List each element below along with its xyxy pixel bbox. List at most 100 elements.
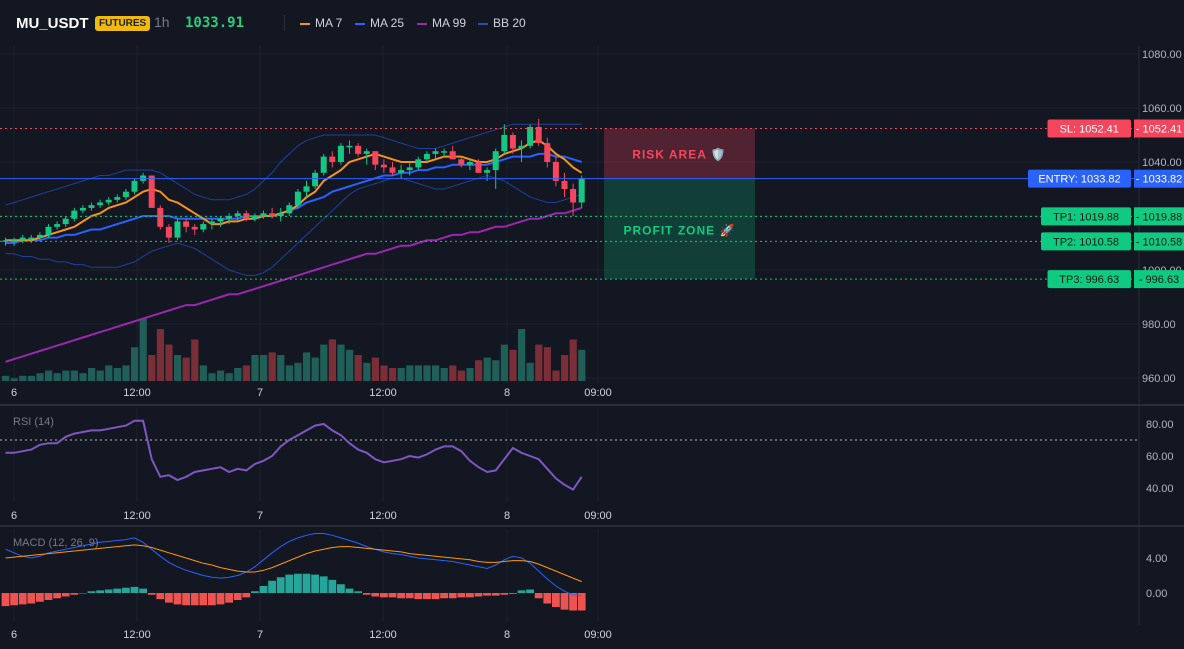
legend-bb20[interactable]: BB 20 — [478, 16, 526, 30]
candle-body[interactable] — [355, 145, 362, 154]
candle-body[interactable] — [544, 143, 551, 162]
time-axis-tick: 12:00 — [123, 387, 151, 399]
macd-histogram-bar — [173, 593, 182, 605]
volume-bar — [79, 373, 87, 381]
candle-body[interactable] — [518, 145, 525, 149]
tp3-level-tag[interactable] — [1047, 270, 1132, 289]
candle-body[interactable] — [105, 199, 112, 203]
candle-body[interactable] — [320, 156, 327, 173]
tp3-price-tag — [1134, 270, 1184, 289]
macd-histogram-bar — [466, 593, 474, 598]
candle-body[interactable] — [174, 221, 181, 238]
macd-histogram-bar — [526, 589, 534, 593]
volume-bar — [535, 344, 543, 381]
candle-body[interactable] — [380, 164, 387, 168]
candle-body[interactable] — [398, 170, 405, 173]
candle-body[interactable] — [432, 151, 439, 154]
candle-body[interactable] — [570, 189, 577, 203]
candle-body[interactable] — [88, 205, 95, 208]
ma99-line — [5, 206, 582, 363]
candle-body[interactable] — [458, 159, 465, 165]
candle-body[interactable] — [217, 218, 224, 222]
candle-body[interactable] — [527, 126, 534, 146]
candle-body[interactable] — [97, 202, 104, 206]
candle-body[interactable] — [28, 237, 35, 240]
candle-body[interactable] — [475, 162, 482, 173]
symbol-name[interactable]: MU_USDT — [16, 15, 89, 32]
candle-body[interactable] — [114, 197, 121, 200]
volume-bar — [569, 339, 577, 381]
candle-body[interactable] — [62, 218, 69, 225]
candle-body[interactable] — [277, 213, 284, 216]
candle-body[interactable] — [449, 151, 456, 160]
candle-body[interactable] — [535, 126, 542, 144]
legend-ma25[interactable]: MA 25 — [355, 16, 404, 30]
candle-body[interactable] — [466, 162, 473, 165]
candle-body[interactable] — [509, 135, 516, 149]
tp2-level-tag[interactable] — [1041, 232, 1131, 251]
candle-body[interactable] — [329, 156, 336, 162]
candle-body[interactable] — [303, 186, 310, 192]
candle-body[interactable] — [415, 159, 422, 168]
legend-ma99[interactable]: MA 99 — [417, 16, 466, 30]
candle-body[interactable] — [122, 191, 129, 198]
candle-body[interactable] — [346, 145, 353, 148]
candle-body[interactable] — [501, 135, 508, 152]
candle-body[interactable] — [286, 205, 293, 214]
candle-body[interactable] — [148, 175, 155, 208]
candle-body[interactable] — [165, 226, 172, 238]
candle-body[interactable] — [11, 240, 18, 242]
volume-bar — [500, 344, 508, 381]
tp1-level-tag[interactable] — [1041, 207, 1131, 226]
sl-level-tag[interactable] — [1047, 119, 1132, 138]
candle-body[interactable] — [492, 151, 499, 171]
volume-bar — [449, 365, 457, 381]
rsi-axis-tick: 60.00 — [1146, 451, 1174, 463]
candle-body[interactable] — [561, 180, 568, 189]
macd-histogram-bar — [165, 593, 173, 603]
candle-body[interactable] — [260, 213, 267, 216]
candle-body[interactable] — [19, 237, 26, 241]
candle-body[interactable] — [441, 151, 448, 153]
sl-level-tag-text: SL: 1052.41 — [1060, 123, 1119, 135]
legend-ma7[interactable]: MA 7 — [300, 16, 342, 30]
macd-histogram-bar — [405, 593, 414, 599]
macd-histogram-bar — [354, 591, 362, 593]
candle-body[interactable] — [251, 216, 258, 219]
interval-selector[interactable]: 1h — [154, 14, 170, 30]
candle-body[interactable] — [337, 145, 344, 162]
candle-body[interactable] — [423, 153, 430, 160]
candle-body[interactable] — [191, 226, 198, 230]
candle-body[interactable] — [79, 207, 86, 211]
candle-body[interactable] — [552, 162, 559, 181]
candle-body[interactable] — [183, 221, 190, 227]
candle-body[interactable] — [294, 191, 301, 206]
candle-body[interactable] — [45, 226, 52, 235]
candle-body[interactable] — [312, 172, 319, 187]
price-axis-tick: 960.00 — [1142, 373, 1176, 385]
candle-body[interactable] — [54, 224, 61, 227]
volume-bar — [363, 362, 371, 381]
volume-bar — [328, 339, 336, 381]
candle-body[interactable] — [578, 178, 585, 203]
candle-body[interactable] — [71, 210, 78, 219]
candle-body[interactable] — [208, 221, 215, 225]
candle-body[interactable] — [269, 213, 276, 216]
candle-body[interactable] — [363, 151, 370, 154]
volume-bar — [96, 370, 104, 381]
entry-level-tag[interactable] — [1028, 169, 1131, 188]
legend-ma99-label: MA 99 — [432, 16, 467, 30]
candle-body[interactable] — [36, 234, 43, 238]
candle-body[interactable] — [389, 167, 396, 173]
candle-body[interactable] — [226, 216, 233, 219]
candle-body[interactable] — [157, 207, 164, 227]
candle-body[interactable] — [484, 170, 491, 173]
candle-body[interactable] — [131, 180, 138, 192]
candle-body[interactable] — [372, 151, 379, 165]
risk-area-zone — [604, 128, 755, 179]
volume-bar — [311, 357, 319, 381]
candle-body[interactable] — [200, 224, 207, 230]
candle-body[interactable] — [406, 167, 413, 171]
candle-body[interactable] — [234, 213, 241, 216]
